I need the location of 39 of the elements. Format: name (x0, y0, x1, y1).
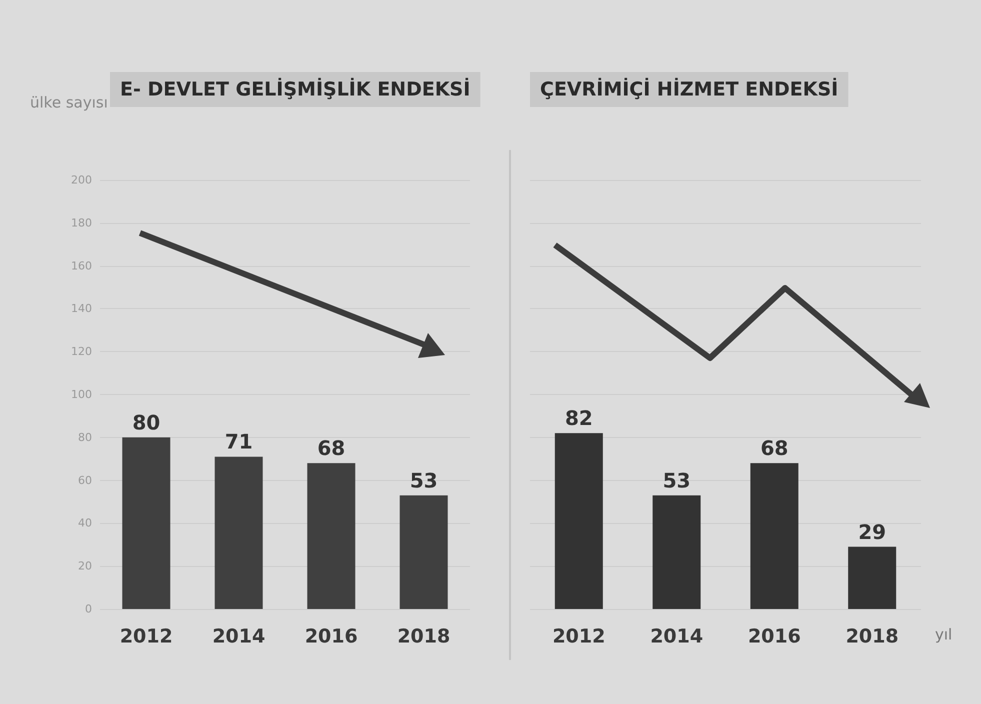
data-label: 53 (410, 468, 438, 492)
y-tick-label: 160 (71, 259, 92, 272)
data-label: 71 (224, 430, 253, 454)
bar (122, 437, 170, 609)
x-tick-label: 2018 (397, 626, 450, 648)
x-tick-label: 2018 (846, 626, 899, 648)
chart-title: ÇEVRİMİÇİ HİZMET ENDEKSİ (540, 78, 838, 100)
y-axis-title: ülke sayısı (30, 94, 108, 112)
y-tick-label: 120 (71, 345, 92, 358)
y-tick-label: 60 (78, 474, 92, 487)
x-tick-label: 2012 (120, 626, 173, 648)
y-tick-label: 140 (71, 302, 92, 316)
y-tick-label: 180 (71, 216, 92, 230)
bar (848, 546, 896, 609)
y-tick-label: 200 (71, 174, 92, 186)
x-tick-label: 2014 (212, 626, 266, 648)
y-tick-label: 20 (78, 560, 92, 573)
y-tick-label: 100 (71, 388, 92, 401)
data-label: 80 (132, 410, 160, 434)
y-tick-label: 40 (78, 516, 92, 530)
x-tick-label: 2012 (552, 626, 606, 648)
data-label: 53 (662, 468, 691, 492)
y-tick-label: 0 (85, 602, 92, 616)
data-label: 82 (564, 406, 593, 430)
bar (652, 495, 701, 609)
bar (400, 495, 448, 609)
bar (307, 463, 356, 609)
chart-title: E- DEVLET GELİŞMİŞLİK ENDEKSİ (120, 78, 470, 100)
data-label: 29 (858, 520, 886, 544)
data-label: 68 (760, 436, 788, 460)
bar (554, 433, 603, 609)
data-label: 68 (317, 436, 346, 460)
bar (750, 463, 798, 609)
x-tick-label: 2016 (304, 626, 358, 648)
x-tick-label: 2016 (748, 626, 801, 648)
x-axis-title: yıl (935, 626, 952, 644)
y-tick-label: 80 (78, 430, 92, 444)
bar (214, 456, 263, 609)
x-tick-label: 2014 (650, 626, 704, 648)
